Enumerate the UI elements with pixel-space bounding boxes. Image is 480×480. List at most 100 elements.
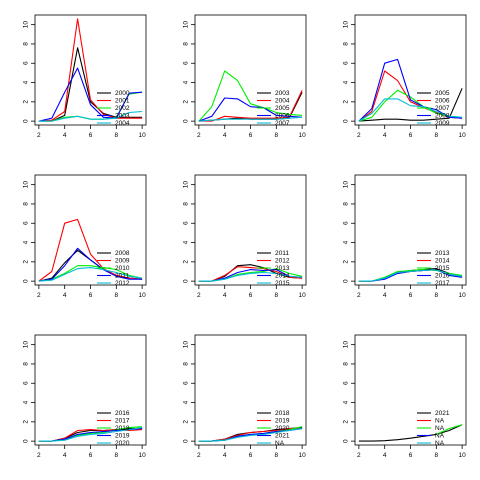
legend-label: 2011: [115, 273, 129, 280]
y-tick-label: 2: [183, 100, 190, 104]
y-tick-label: 6: [183, 221, 190, 225]
legend-label: 2018: [275, 410, 290, 417]
y-tick-label: 6: [23, 221, 30, 225]
legend-label: 2015: [275, 280, 290, 287]
legend-label: 2020: [115, 440, 130, 447]
x-tick-label: 4: [223, 292, 227, 299]
y-tick-label: 10: [343, 21, 350, 29]
y-tick-label: 8: [183, 362, 190, 366]
legend-label: 2008: [115, 250, 130, 257]
legend-label: 2010: [115, 265, 130, 272]
x-tick-label: 4: [223, 132, 227, 139]
series-line-3: [38, 265, 143, 282]
y-tick-label: 10: [183, 181, 190, 189]
x-tick-label: 10: [459, 292, 467, 299]
series-line-4: [38, 67, 143, 122]
legend-label: 2012: [275, 258, 290, 265]
y-tick-label: 2: [23, 100, 30, 104]
legend-label: 2019: [115, 433, 130, 440]
series-line-2: [38, 18, 143, 122]
x-tick-label: 2: [197, 132, 201, 139]
x-tick-label: 2: [357, 292, 361, 299]
x-tick-label: 8: [275, 132, 279, 139]
y-tick-label: 0: [343, 119, 350, 123]
legend-label: 2007: [275, 120, 290, 127]
y-tick-label: 10: [343, 181, 350, 189]
legend-label: 2006: [435, 98, 450, 105]
legend-label: 2017: [115, 418, 130, 425]
legend-label: NA: [435, 425, 445, 432]
y-tick-label: 0: [23, 439, 30, 443]
series-line-3: [436, 424, 463, 435]
legend-label: 2021: [275, 433, 290, 440]
legend-label: 2000: [115, 90, 130, 97]
x-tick-label: 6: [249, 452, 253, 459]
legend-label: 2014: [275, 273, 290, 280]
y-tick-label: 0: [183, 439, 190, 443]
x-tick-label: 10: [459, 132, 467, 139]
x-tick-label: 8: [435, 452, 439, 459]
x-tick-label: 8: [435, 292, 439, 299]
y-tick-label: 4: [343, 400, 350, 404]
series-line-1: [358, 424, 463, 442]
x-tick-label: 6: [409, 452, 413, 459]
legend-label: NA: [435, 433, 445, 440]
x-tick-label: 6: [409, 132, 413, 139]
y-tick-label: 8: [183, 202, 190, 206]
x-tick-label: 2: [197, 292, 201, 299]
y-tick-label: 4: [23, 240, 30, 244]
x-tick-label: 6: [249, 132, 253, 139]
series-line-4: [198, 97, 303, 122]
y-tick-label: 6: [183, 381, 190, 385]
y-tick-label: 2: [23, 420, 30, 424]
series-line-2: [38, 218, 143, 282]
legend-label: 2013: [435, 250, 450, 257]
x-tick-label: 2: [357, 452, 361, 459]
x-tick-label: 8: [275, 292, 279, 299]
legend-label: 2020: [275, 425, 290, 432]
y-tick-label: 10: [183, 21, 190, 29]
x-tick-label: 4: [63, 292, 67, 299]
x-tick-label: 2: [357, 132, 361, 139]
x-tick-label: 2: [197, 452, 201, 459]
legend-label: 2018: [115, 425, 130, 432]
legend-label: 2007: [435, 105, 450, 112]
x-tick-label: 4: [63, 132, 67, 139]
series-line-5: [198, 271, 303, 282]
y-tick-label: 2: [343, 100, 350, 104]
y-tick-label: 2: [343, 260, 350, 264]
series-line-5: [38, 110, 143, 122]
y-tick-label: 2: [23, 260, 30, 264]
legend-label: 2014: [435, 258, 450, 265]
x-tick-label: 8: [115, 132, 119, 139]
x-tick-label: 10: [139, 292, 147, 299]
x-tick-label: 10: [299, 132, 307, 139]
x-tick-label: 8: [115, 292, 119, 299]
series-line-5: [38, 427, 143, 442]
y-tick-label: 4: [343, 80, 350, 84]
y-tick-label: 10: [23, 21, 30, 29]
legend-label: 2006: [275, 113, 290, 120]
legend-label: 2013: [275, 265, 290, 272]
y-tick-label: 6: [343, 381, 350, 385]
x-tick-label: 4: [383, 292, 387, 299]
series-line-4: [38, 247, 143, 282]
y-tick-label: 8: [343, 362, 350, 366]
legend-label: 2004: [115, 120, 130, 127]
legend-label: 2021: [435, 410, 450, 417]
legend-label: 2017: [435, 280, 450, 287]
y-tick-label: 6: [343, 61, 350, 65]
y-tick-label: 8: [23, 202, 30, 206]
x-tick-label: 6: [89, 292, 93, 299]
